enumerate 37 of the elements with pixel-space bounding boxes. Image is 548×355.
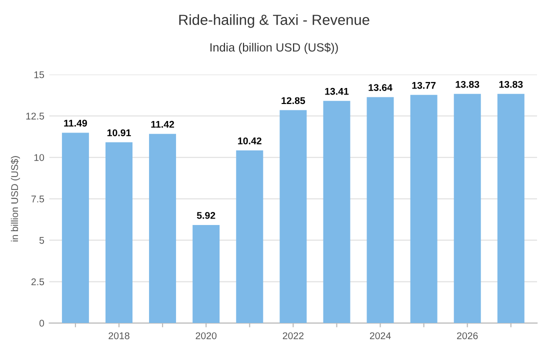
x-tick-label: 2018: [108, 332, 130, 340]
bar: [280, 110, 307, 324]
bar: [62, 132, 89, 324]
y-axis-title: in billion USD (US$): [10, 156, 20, 242]
y-tick-label: 7.5: [31, 196, 44, 202]
y-tick-label: 15: [34, 71, 44, 78]
chart-subtitle: India (billion USD (US$)): [210, 42, 338, 54]
bar: [366, 97, 394, 324]
y-tick-label: 12.5: [26, 112, 44, 120]
bar: [410, 94, 438, 324]
data-label: 13.64: [368, 84, 392, 92]
data-label: 10.42: [238, 137, 262, 144]
bar: [192, 224, 220, 324]
data-label: 13.83: [499, 80, 523, 88]
bar: [236, 150, 264, 324]
data-label: 10.91: [107, 129, 131, 136]
data-label: 12.85: [282, 97, 306, 104]
y-tick-label: 0: [39, 320, 44, 327]
chart-title: Ride-hailing & Taxi - Revenue: [179, 14, 370, 28]
data-label: 13.83: [456, 80, 480, 88]
bar: [149, 134, 176, 324]
bar: [454, 94, 481, 324]
y-tick-label: 5: [39, 237, 44, 244]
x-tick-label: 2022: [282, 332, 304, 340]
bar: [323, 100, 350, 324]
x-tick-label: 2020: [196, 332, 217, 340]
x-tick-label: 2026: [457, 332, 478, 340]
data-label: 13.77: [412, 82, 436, 89]
bar: [497, 94, 524, 324]
data-label: 13.41: [325, 88, 349, 95]
data-label: 11.42: [151, 120, 174, 128]
y-tick-label: 10: [34, 154, 44, 161]
data-label: 5.92: [196, 212, 216, 219]
x-tick-label: 2024: [370, 332, 391, 340]
data-label: 11.49: [64, 120, 87, 127]
y-tick-label: 2.5: [31, 278, 44, 286]
bar: [105, 142, 132, 324]
